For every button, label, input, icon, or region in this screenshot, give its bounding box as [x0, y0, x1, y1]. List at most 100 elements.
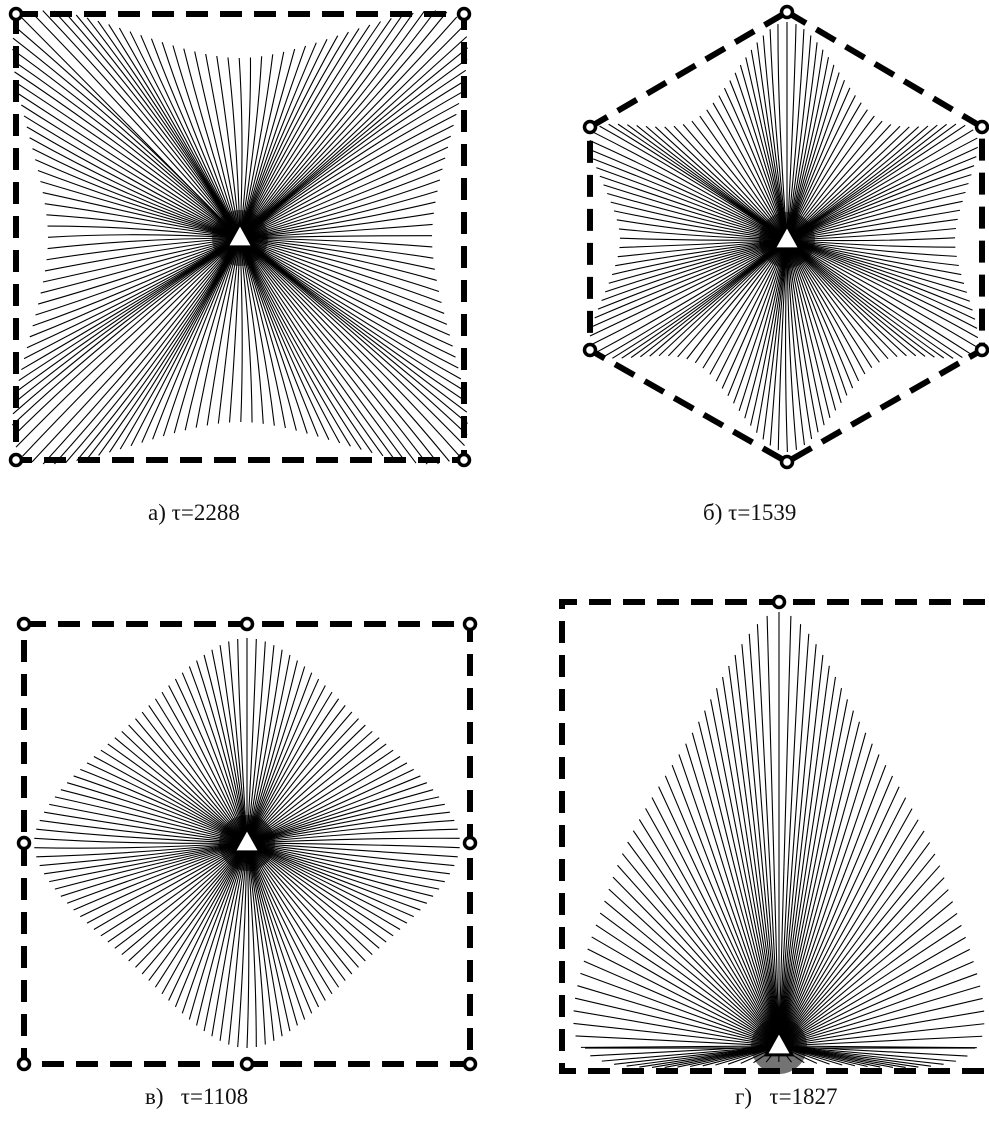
- panel-g-line: [621, 853, 780, 1047]
- panel-a-line: [239, 80, 465, 239]
- panel-a-line: [140, 34, 241, 239]
- panel-b-line: [590, 149, 788, 241]
- open-circle-node-icon: [779, 4, 795, 20]
- panel-a-line: [239, 168, 443, 239]
- panel-a-line: [239, 237, 442, 304]
- panel-g-line: [591, 936, 780, 1047]
- panel-g-line: [671, 764, 780, 1047]
- panel-v-square-eight-nodes: [16, 616, 478, 1072]
- caption-g-tau: τ=1827: [769, 1084, 838, 1109]
- panel-a-line: [12, 60, 241, 239]
- panel-a-line: [239, 113, 457, 239]
- panel-a-line: [26, 237, 241, 349]
- caption-v-label: в): [145, 1084, 164, 1109]
- caption-b-tau: τ=1539: [728, 500, 797, 525]
- panel-a-line: [15, 26, 241, 239]
- panel-a-line: [239, 31, 349, 239]
- panel-g-line: [778, 775, 893, 1047]
- panel-a-line: [31, 12, 241, 239]
- panel-a-line: [12, 37, 241, 239]
- panel-a-line: [12, 237, 241, 415]
- panel-a-line: [239, 237, 465, 447]
- panel-b-line: [602, 239, 788, 358]
- open-circle-node-icon: [16, 835, 32, 851]
- panel-g-line: [599, 912, 780, 1047]
- panel-g-line: [778, 624, 802, 1047]
- panel-a-line: [161, 42, 241, 239]
- panel-a-line: [54, 237, 241, 465]
- panel-g-line: [716, 688, 780, 1047]
- panel-a-line: [152, 237, 241, 440]
- panel-v-line: [246, 842, 250, 1049]
- panel-a-line: [239, 157, 446, 239]
- panel-a-line: [239, 237, 362, 450]
- panel-a-line: [239, 237, 453, 347]
- panel-v-line: [246, 837, 460, 844]
- panel-a-line: [239, 17, 392, 239]
- panel-a-line: [130, 237, 241, 447]
- panel-g-line: [778, 960, 974, 1047]
- panel-g-line: [645, 808, 780, 1047]
- panel-a-line: [239, 91, 462, 239]
- caption-a: а) τ=2288: [148, 500, 240, 526]
- open-circle-node-icon: [462, 616, 478, 632]
- panel-a-line: [37, 237, 241, 305]
- panel-a-line: [31, 237, 241, 463]
- panel-a-line: [239, 237, 417, 464]
- panel-g-line: [778, 676, 837, 1047]
- open-circle-node-icon: [16, 1056, 32, 1072]
- panel-a-line: [239, 237, 428, 465]
- panel-a-line: [141, 237, 241, 443]
- open-circle-node-icon: [239, 616, 255, 632]
- triangle-source-icon: [771, 222, 803, 251]
- panel-b-line: [591, 239, 788, 328]
- panel-g-line: [778, 830, 925, 1047]
- panel-g-line: [778, 721, 860, 1047]
- panel-a-line: [21, 237, 241, 371]
- panel-g-line: [778, 654, 824, 1047]
- panel-g-line: [632, 830, 780, 1047]
- panel-g-line: [778, 853, 936, 1047]
- panel-g-line: [778, 924, 962, 1047]
- panel-a-line: [98, 237, 241, 456]
- caption-a-label: а): [148, 500, 166, 525]
- panel-a-line: [35, 237, 241, 316]
- caption-g-label: г): [735, 1084, 753, 1109]
- open-circle-node-icon: [974, 342, 989, 358]
- panel-g-line: [734, 654, 780, 1047]
- panel-a-line: [76, 237, 241, 462]
- panel-a-line: [26, 126, 241, 239]
- triangle-source-icon: [224, 220, 256, 249]
- panel-g-line: [748, 633, 780, 1047]
- panel-b-line: [786, 239, 972, 355]
- panel-a-line: [239, 58, 468, 239]
- panel-a-line: [239, 135, 451, 239]
- open-circle-node-icon: [456, 452, 472, 468]
- panel-g-line: [778, 699, 848, 1047]
- panel-a-line: [23, 115, 241, 239]
- panel-g-line: [728, 665, 780, 1047]
- panel-v-line: [34, 842, 248, 849]
- open-circle-node-icon: [456, 6, 472, 22]
- panel-b-line: [786, 182, 969, 241]
- panel-g-line: [678, 754, 780, 1047]
- panel-a-line: [239, 237, 330, 441]
- panel-g-line: [778, 948, 971, 1047]
- panel-b-line: [594, 239, 788, 354]
- panel-g-line: [766, 615, 780, 1047]
- panel-a-line: [32, 148, 241, 239]
- panel-a-line: [32, 237, 241, 327]
- panel-g-line: [756, 624, 780, 1047]
- panel-a-line: [239, 237, 406, 462]
- caption-v: в) τ=1108: [145, 1084, 248, 1110]
- panel-a-line: [15, 237, 241, 448]
- panel-a-line: [239, 146, 449, 239]
- open-circle-node-icon: [974, 119, 989, 135]
- panel-a-line: [239, 237, 464, 391]
- triangle-source-icon: [231, 825, 263, 854]
- panel-a-line: [162, 237, 241, 437]
- panel-b-hexagon: [582, 4, 989, 470]
- panel-a-line: [35, 159, 241, 239]
- panel-a-line: [239, 102, 460, 239]
- panel-a-line: [239, 237, 459, 369]
